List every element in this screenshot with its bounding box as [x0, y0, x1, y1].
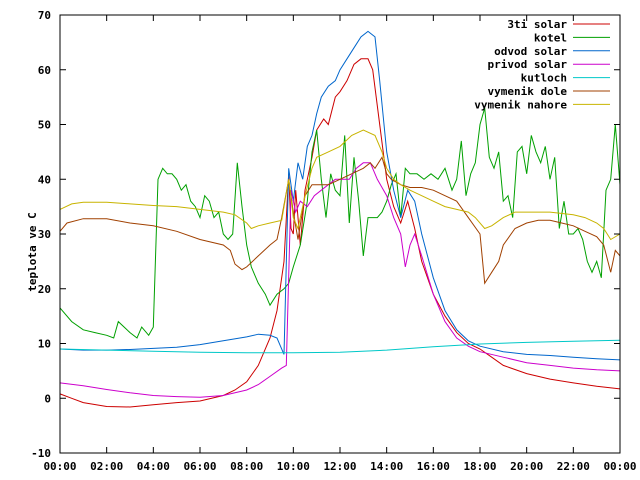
x-tick-label: 22:00 — [557, 460, 590, 473]
legend-label-kotel: kotel — [534, 31, 567, 44]
x-tick-label: 10:00 — [277, 460, 310, 473]
y-tick-label: -10 — [31, 447, 51, 460]
x-tick-label: 00:00 — [603, 460, 636, 473]
series-line-privod-solar — [59, 162, 621, 398]
y-tick-label: 10 — [38, 338, 51, 351]
series-line-kutloch — [59, 339, 621, 354]
x-tick-label: 14:00 — [370, 460, 403, 473]
x-tick-label: 00:00 — [43, 460, 76, 473]
series-line-vymenik-nahore — [59, 129, 621, 241]
legend-label-odvod-solar: odvod solar — [494, 45, 567, 58]
axis-ticks — [59, 14, 621, 454]
series-lines — [59, 30, 621, 408]
legend-label-vymenik-nahore: vymenik nahore — [474, 98, 567, 111]
x-tick-label: 16:00 — [417, 460, 450, 473]
y-tick-labels: -10 0 10 20 30 40 50 60 70 — [31, 9, 51, 460]
y-tick-label: 60 — [38, 64, 51, 77]
x-tick-labels: 00:00 02:00 04:00 06:00 08:00 10:00 12:00 14:00… — [43, 460, 636, 473]
y-tick-label: 70 — [38, 9, 51, 22]
y-tick-label: 20 — [38, 283, 51, 296]
x-tick-label: 18:00 — [463, 460, 496, 473]
y-tick-label: 0 — [44, 392, 51, 405]
y-tick-label: 40 — [38, 173, 51, 186]
legend-label-vymenik-dole: vymenik dole — [488, 85, 568, 98]
x-tick-label: 06:00 — [183, 460, 216, 473]
y-tick-label: 50 — [38, 119, 51, 132]
y-tick-label: 30 — [38, 228, 51, 241]
series-line-3ti-solar — [59, 58, 621, 408]
y-axis-label: teplota ve C — [26, 212, 39, 291]
series-line-kotel — [59, 107, 621, 339]
series-line-vymenik-dole — [59, 156, 621, 285]
x-tick-label: 20:00 — [510, 460, 543, 473]
legend-label-kutloch: kutloch — [521, 72, 567, 85]
x-tick-label: 08:00 — [230, 460, 263, 473]
x-tick-label: 02:00 — [90, 460, 123, 473]
series-line-odvod-solar — [59, 30, 621, 361]
legend-label-3ti-solar: 3ti solar — [507, 18, 567, 31]
legend-label-privod-solar: privod solar — [488, 58, 568, 71]
x-tick-label: 12:00 — [323, 460, 356, 473]
x-tick-label: 04:00 — [137, 460, 170, 473]
